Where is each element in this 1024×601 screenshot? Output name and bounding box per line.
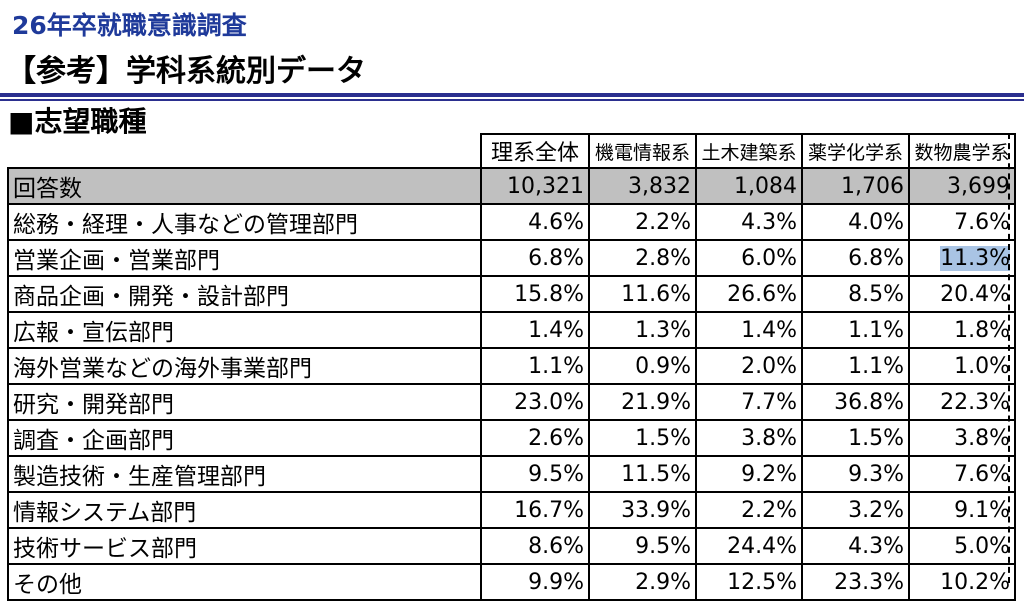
survey-subtitle: 【参考】学科系統別データ — [6, 54, 366, 89]
row-label[interactable]: 広報・宣伝部門 — [7, 311, 482, 349]
table-corner — [8, 134, 482, 169]
survey-title: 26年卒就職意識調査 — [12, 11, 247, 40]
table-cell[interactable]: 1.0% — [908, 347, 1016, 385]
section-heading: ■志望職種 — [8, 105, 147, 138]
table-cell[interactable]: 3.8% — [695, 419, 803, 457]
table-cell[interactable]: 6.8% — [480, 239, 590, 277]
data-table: 理系全体 機電情報系 土木建築系 薬学化学系 数物農学系 回答数 10,321 3,… — [7, 133, 1016, 601]
table-cell[interactable]: 22.3% — [908, 383, 1016, 421]
table-row[interactable]: 研究・開発部門 23.0% 21.9% 7.7% 36.8% 22.3% — [7, 383, 1016, 421]
row-label[interactable]: 情報システム部門 — [7, 491, 482, 529]
column-header: 土木建築系 — [695, 133, 803, 169]
selected-cell-text: 11.3% — [940, 245, 1010, 271]
table-cell[interactable]: 36.8% — [801, 383, 910, 421]
table-cell[interactable]: 1.1% — [801, 347, 910, 385]
table-cell[interactable]: 3.2% — [801, 491, 910, 529]
table-cell[interactable]: 10,321 — [480, 167, 590, 205]
table-cell[interactable]: 10.2% — [908, 563, 1016, 601]
table-cell[interactable]: 11.6% — [588, 275, 697, 313]
table-cell[interactable]: 0.9% — [588, 347, 697, 385]
row-label[interactable]: 調査・企画部門 — [7, 419, 482, 457]
row-label[interactable]: 海外営業などの海外事業部門 — [7, 347, 482, 385]
row-label[interactable]: 回答数 — [7, 167, 482, 205]
table-cell[interactable]: 2.6% — [480, 419, 590, 457]
table-cell[interactable]: 2.8% — [588, 239, 697, 277]
table-cell[interactable]: 1.1% — [480, 347, 590, 385]
row-label[interactable]: 製造技術・生産管理部門 — [7, 455, 482, 493]
table-cell[interactable]: 3.8% — [908, 419, 1016, 457]
table-cell[interactable]: 9.5% — [480, 455, 590, 493]
table-cell[interactable]: 1.5% — [588, 419, 697, 457]
table-cell[interactable]: 1,706 — [801, 167, 910, 205]
table-cell[interactable]: 1,084 — [695, 167, 803, 205]
table-cell[interactable]: 15.8% — [480, 275, 590, 313]
table-cell[interactable]: 2.2% — [588, 203, 697, 241]
table-cell[interactable]: 23.3% — [801, 563, 910, 601]
page-edge-dashes — [1008, 133, 1010, 583]
column-header: 機電情報系 — [588, 133, 697, 169]
table-cell[interactable]: 1.4% — [480, 311, 590, 349]
table-cell[interactable]: 8.5% — [801, 275, 910, 313]
table-cell[interactable]: 11.5% — [588, 455, 697, 493]
table-cell[interactable]: 7.7% — [695, 383, 803, 421]
column-header: 理系全体 — [480, 133, 590, 169]
count-row[interactable]: 回答数 10,321 3,832 1,084 1,706 3,699 — [7, 167, 1016, 205]
table-cell[interactable]: 9.2% — [695, 455, 803, 493]
table-cell[interactable]: 1.3% — [588, 311, 697, 349]
table-cell[interactable]: 2.9% — [588, 563, 697, 601]
row-label[interactable]: 研究・開発部門 — [7, 383, 482, 421]
table-cell[interactable]: 5.0% — [908, 527, 1016, 565]
table-cell[interactable]: 4.0% — [801, 203, 910, 241]
table-cell[interactable]: 8.6% — [480, 527, 590, 565]
row-label[interactable]: 技術サービス部門 — [7, 527, 482, 565]
table-cell[interactable]: 21.9% — [588, 383, 697, 421]
table-cell[interactable]: 1.1% — [801, 311, 910, 349]
table-cell[interactable]: 1.5% — [801, 419, 910, 457]
table-row[interactable]: 技術サービス部門 8.6% 9.5% 24.4% 4.3% 5.0% — [7, 527, 1016, 565]
table-row[interactable]: 調査・企画部門 2.6% 1.5% 3.8% 1.5% 3.8% — [7, 419, 1016, 457]
table-cell[interactable]: 2.0% — [695, 347, 803, 385]
table-row[interactable]: 製造技術・生産管理部門 9.5% 11.5% 9.2% 9.3% 7.6% — [7, 455, 1016, 493]
table-cell[interactable]: 7.6% — [908, 455, 1016, 493]
table-cell[interactable]: 16.7% — [480, 491, 590, 529]
row-label[interactable]: 商品企画・開発・設計部門 — [7, 275, 482, 313]
column-header: 数物農学系 — [908, 133, 1016, 169]
row-label[interactable]: 総務・経理・人事などの管理部門 — [7, 203, 482, 241]
table-cell[interactable]: 11.3% — [908, 239, 1016, 277]
table-cell[interactable]: 9.9% — [480, 563, 590, 601]
table-cell[interactable]: 3,832 — [588, 167, 697, 205]
table-cell[interactable]: 12.5% — [695, 563, 803, 601]
table-header-row: 理系全体 機電情報系 土木建築系 薬学化学系 数物農学系 — [8, 133, 1016, 169]
table-row[interactable]: 海外営業などの海外事業部門 1.1% 0.9% 2.0% 1.1% 1.0% — [7, 347, 1016, 385]
table-row[interactable]: その他 9.9% 2.9% 12.5% 23.3% 10.2% — [7, 563, 1016, 601]
table-cell[interactable]: 4.3% — [801, 527, 910, 565]
column-header: 薬学化学系 — [801, 133, 910, 169]
table-cell[interactable]: 6.0% — [695, 239, 803, 277]
table-cell[interactable]: 7.6% — [908, 203, 1016, 241]
table-cell[interactable]: 20.4% — [908, 275, 1016, 313]
table-cell[interactable]: 4.3% — [695, 203, 803, 241]
table-row[interactable]: 総務・経理・人事などの管理部門 4.6% 2.2% 4.3% 4.0% 7.6% — [7, 203, 1016, 241]
table-cell[interactable]: 9.1% — [908, 491, 1016, 529]
table-cell[interactable]: 33.9% — [588, 491, 697, 529]
table-cell[interactable]: 24.4% — [695, 527, 803, 565]
table-cell[interactable]: 1.4% — [695, 311, 803, 349]
table-cell[interactable]: 1.8% — [908, 311, 1016, 349]
table-cell[interactable]: 2.2% — [695, 491, 803, 529]
table-cell[interactable]: 3,699 — [908, 167, 1016, 205]
row-label[interactable]: その他 — [7, 563, 482, 601]
table-row[interactable]: 商品企画・開発・設計部門 15.8% 11.6% 26.6% 8.5% 20.4% — [7, 275, 1016, 313]
table-cell[interactable]: 26.6% — [695, 275, 803, 313]
table-cell[interactable]: 9.5% — [588, 527, 697, 565]
table-cell[interactable]: 23.0% — [480, 383, 590, 421]
table-cell[interactable]: 4.6% — [480, 203, 590, 241]
table-row[interactable]: 広報・宣伝部門 1.4% 1.3% 1.4% 1.1% 1.8% — [7, 311, 1016, 349]
header-rule — [0, 93, 1024, 97]
table-row[interactable]: 営業企画・営業部門 6.8% 2.8% 6.0% 6.8% 11.3% — [7, 239, 1016, 277]
table-cell[interactable]: 6.8% — [801, 239, 910, 277]
row-label[interactable]: 営業企画・営業部門 — [7, 239, 482, 277]
table-cell[interactable]: 9.3% — [801, 455, 910, 493]
table-row[interactable]: 情報システム部門 16.7% 33.9% 2.2% 3.2% 9.1% — [7, 491, 1016, 529]
header-rule-thin — [0, 99, 1024, 101]
